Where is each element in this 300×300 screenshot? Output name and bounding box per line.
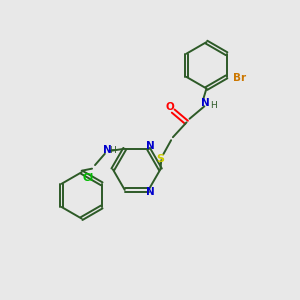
Text: S: S [156,154,164,164]
Text: N: N [146,141,154,151]
Text: Br: Br [233,74,246,83]
Text: N: N [103,145,111,155]
Text: Cl: Cl [83,173,94,183]
Text: N: N [201,98,210,108]
Text: H: H [110,146,116,155]
Text: N: N [146,187,154,197]
Text: H: H [210,101,217,110]
Text: O: O [165,102,174,112]
